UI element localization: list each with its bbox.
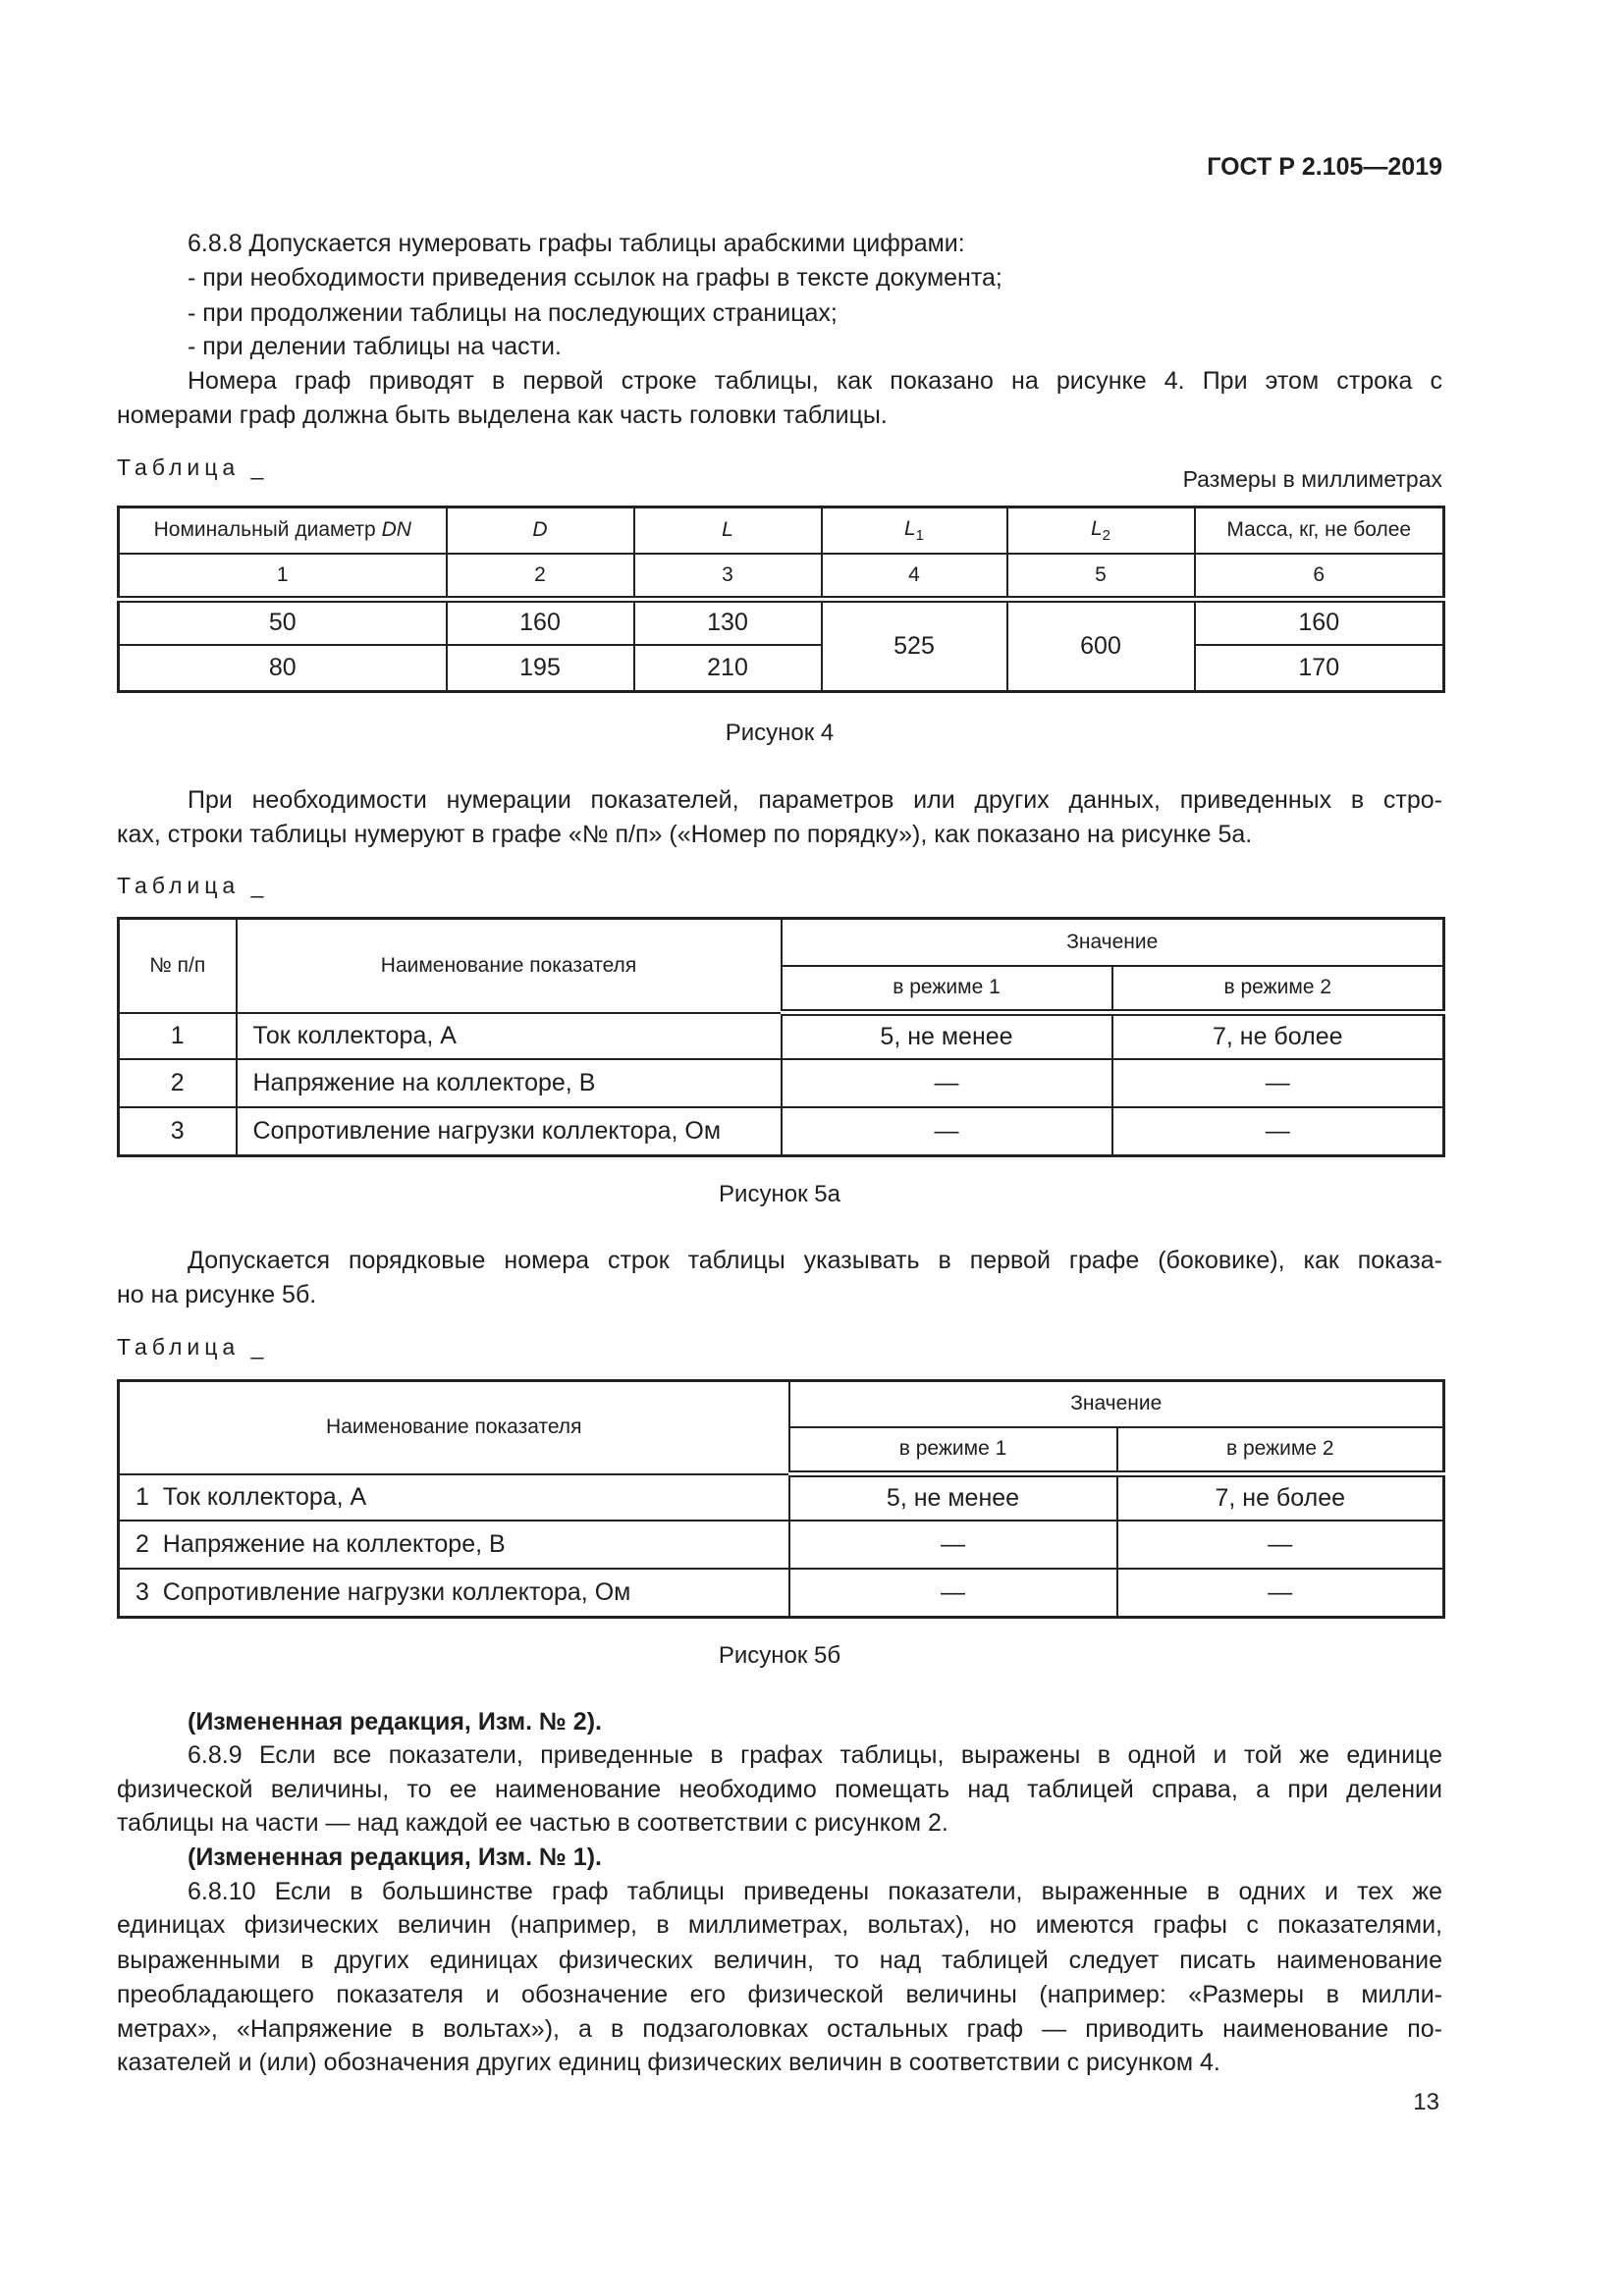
text-line: метрах», «Напряжение в вольтах»), а в по… [117, 2015, 1442, 2043]
text-line: - при необходимости приведения ссылок на… [188, 264, 1002, 292]
header-cell: Номинальный диаметр DN [117, 506, 448, 555]
table-cell: — [1115, 1567, 1445, 1619]
table-label: Таблица _ [117, 1334, 269, 1360]
header-cell: Масса, кг, не более [1193, 506, 1445, 555]
table-cell: 600 [1005, 598, 1196, 693]
text-line: 6.8.8 Допускается нумеровать графы табли… [188, 230, 965, 257]
table-cell: 5, не менее [787, 1472, 1118, 1522]
text-line: физической величины, то ее наименование … [117, 1776, 1442, 1803]
header-cell: в режиме 1 [787, 1425, 1118, 1477]
text-line: казателей и (или) обозначения других еди… [117, 2049, 1220, 2076]
column-number: 2 [445, 552, 635, 603]
column-number: 5 [1005, 552, 1196, 603]
header-cell: Значение [780, 917, 1445, 967]
document-code: ГОСТ Р 2.105—2019 [1207, 153, 1442, 181]
table-row: 1 Ток коллектора, А 5, не менее 7, не бо… [117, 1011, 1445, 1060]
table-cell: 3 [117, 1105, 238, 1157]
column-number: 4 [820, 552, 1008, 603]
text-line: номерами граф должна быть выделена как ч… [117, 401, 888, 429]
table-row: 1 Ток коллектора, А 5, не менее 7, не бо… [117, 1472, 1445, 1522]
header-cell: L [632, 506, 823, 555]
figure-caption: Рисунок 5б [718, 1642, 841, 1669]
text-line: выраженными в других единицах физических… [117, 1947, 1442, 1974]
figure-caption: Рисунок 5а [719, 1181, 840, 1207]
table-row: 3 Сопротивление нагрузки коллектора, Ом … [117, 1567, 1445, 1619]
column-number: 1 [117, 552, 448, 603]
header-cell: в режиме 1 [780, 964, 1113, 1016]
figure-caption: Рисунок 4 [725, 720, 835, 746]
table-row: 50 160 130 525 600 160 [117, 598, 1445, 693]
table-cell: 1 [117, 1011, 238, 1060]
header-cell: № п/п [117, 917, 238, 1014]
table-cell: 1 Ток коллектора, А [117, 1472, 790, 1522]
table-cell: 195 [445, 643, 635, 693]
page-number: 13 [1413, 2089, 1439, 2115]
table-cell: — [780, 1057, 1113, 1108]
text-line: При необходимости нумерации показателей,… [188, 786, 1442, 814]
table-cell: — [1110, 1057, 1445, 1108]
table-cell: 525 [820, 598, 1008, 693]
table-row: 80 195 210 170 [117, 643, 1445, 693]
table-cell: 160 [445, 598, 635, 646]
text-line: но на рисунке 5б. [117, 1281, 317, 1308]
table-cell: Напряжение на коллекторе, В [235, 1057, 783, 1108]
text-line: - при продолжении таблицы на последующих… [188, 299, 838, 327]
text-line: - при делении таблицы на части. [188, 333, 562, 360]
header-cell: Наименование показателя [117, 1379, 790, 1475]
table-label: Таблица _ [117, 454, 269, 480]
table-cell: 130 [632, 598, 823, 646]
table-cell: — [1110, 1105, 1445, 1157]
table-cell: 50 [117, 598, 448, 646]
table-row: 2 Напряжение на коллекторе, В — — [117, 1519, 1445, 1570]
header-cell: L2 [1005, 506, 1196, 555]
table-cell: 170 [1193, 643, 1445, 693]
text-line: единицах физических величин (например, в… [117, 1911, 1442, 1939]
table-cell: 80 [117, 643, 448, 693]
text-line: таблицы на части — над каждой ее частью … [117, 1809, 948, 1837]
table-label: Таблица _ [117, 873, 269, 898]
table-row: 2 Напряжение на коллекторе, В — — [117, 1057, 1445, 1108]
table-cell: 210 [632, 643, 823, 693]
table-cell: — [1115, 1519, 1445, 1570]
text-line: Допускается порядковые номера строк табл… [188, 1247, 1442, 1274]
table-cell: 2 [117, 1057, 238, 1108]
header-cell: Наименование показателя [235, 917, 783, 1014]
header-cell: D [445, 506, 635, 555]
table-cell: 7, не более [1110, 1011, 1445, 1060]
table-cell: — [787, 1567, 1118, 1619]
table-cell: Сопротивление нагрузки коллектора, Ом [235, 1105, 783, 1157]
column-number: 6 [1193, 552, 1445, 603]
table-cell: 160 [1193, 598, 1445, 646]
table-cell: — [787, 1519, 1118, 1570]
table-cell: 3 Сопротивление нагрузки коллектора, Ом [117, 1567, 790, 1619]
table-cell: 7, не более [1115, 1472, 1445, 1522]
text-line: ках, строки таблицы нумеруют в графе «№ … [117, 821, 1253, 848]
text-line: 6.8.9 Если все показатели, приведенные в… [188, 1741, 1442, 1769]
header-cell: в режиме 2 [1115, 1425, 1445, 1477]
table-cell: — [780, 1105, 1113, 1157]
header-cell: Значение [787, 1379, 1445, 1428]
table-cell: 2 Напряжение на коллекторе, В [117, 1519, 790, 1570]
table-cell: Ток коллектора, А [235, 1011, 783, 1060]
column-number: 3 [632, 552, 823, 603]
header-cell: в режиме 2 [1110, 964, 1445, 1016]
table-figure-4: Номинальный диаметр DN D L L1 L2 Масса, … [117, 506, 1445, 693]
text-line: Номера граф приводят в первой строке таб… [188, 367, 1442, 395]
text-line: 6.8.10 Если в большинстве граф таблицы п… [188, 1878, 1442, 1905]
text-line: преобладающего показателя и обозначение … [117, 1981, 1442, 2008]
header-cell: L1 [820, 506, 1008, 555]
table-units: Размеры в миллиметрах [1182, 466, 1442, 492]
table-figure-5b: Наименование показателя Значение в режим… [117, 1379, 1446, 1619]
text-line: (Измененная редакция, Изм. № 1). [188, 1843, 602, 1871]
table-figure-5a: № п/п Наименование показателя Значение в… [117, 917, 1446, 1157]
table-cell: 5, не менее [780, 1011, 1113, 1060]
table-row: 3 Сопротивление нагрузки коллектора, Ом … [117, 1105, 1445, 1157]
text-line: (Измененная редакция, Изм. № 2). [188, 1708, 602, 1735]
